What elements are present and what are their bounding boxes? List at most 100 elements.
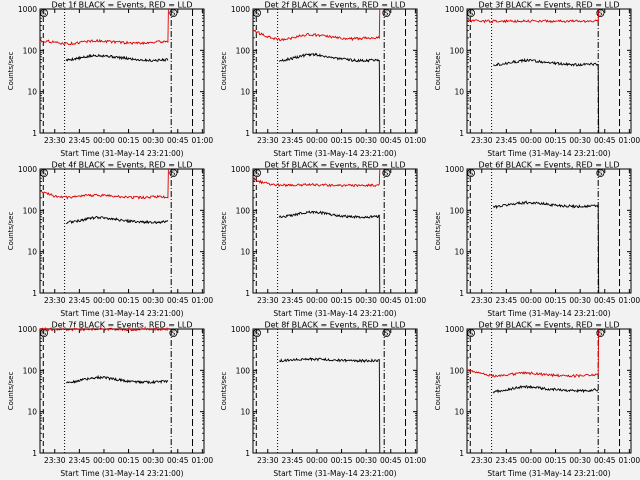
chart-title: Det 5f BLACK = Events, RED = LLD xyxy=(264,161,405,170)
saa-marker-label: S xyxy=(255,330,260,338)
y-tick-label: 100 xyxy=(450,366,465,375)
x-tick-label: 00:00 xyxy=(306,296,328,305)
y-axis-label: Counts/sec xyxy=(434,212,442,251)
saa-marker-label: S xyxy=(171,10,176,18)
x-tick-label: 00:45 xyxy=(594,296,616,305)
x-tick-label: 00:30 xyxy=(569,456,591,465)
plot-frame xyxy=(39,8,205,134)
plot-frame xyxy=(466,328,632,454)
lld-rate-line xyxy=(39,168,169,200)
saa-marker-label: S xyxy=(598,10,603,18)
saa-marker-label: S xyxy=(384,10,389,18)
y-tick-label: 1 xyxy=(32,129,37,138)
x-axis-label: Start Time (31-May-14 23:21:00) xyxy=(60,309,183,318)
y-tick-label: 1000 xyxy=(445,5,464,14)
saa-marker xyxy=(466,8,475,17)
x-tick-label: 00:30 xyxy=(142,456,164,465)
x-tick-label: 23:30 xyxy=(44,456,66,465)
x-tick-label: 00:15 xyxy=(331,136,353,145)
chart-title: Det 7f BLACK = Events, RED = LLD xyxy=(51,321,192,330)
y-axis-label: Counts/sec xyxy=(7,52,15,91)
saa-marker xyxy=(252,328,261,337)
plot-frame xyxy=(39,328,205,454)
saa-marker-label: S xyxy=(384,330,389,338)
event-rate-line xyxy=(493,57,600,134)
saa-marker xyxy=(169,328,178,337)
x-tick-label: 23:45 xyxy=(496,296,518,305)
x-tick-label: 00:00 xyxy=(306,136,328,145)
y-tick-label: 1 xyxy=(32,289,37,298)
x-tick-label: 00:30 xyxy=(355,456,377,465)
x-tick-label: 01:00 xyxy=(192,296,214,305)
x-tick-label: 00:00 xyxy=(93,456,115,465)
x-tick-label: 00:00 xyxy=(520,136,542,145)
x-tick-label: 00:15 xyxy=(545,296,567,305)
x-axis-label: Start Time (31-May-14 23:21:00) xyxy=(60,469,183,478)
y-tick-label: 10 xyxy=(454,408,464,417)
x-tick-label: 23:45 xyxy=(282,456,304,465)
lld-rate-line xyxy=(466,328,600,378)
chart-title: Det 3f BLACK = Events, RED = LLD xyxy=(478,1,619,10)
saa-marker-label: S xyxy=(255,10,260,18)
x-tick-label: 00:30 xyxy=(142,296,164,305)
x-tick-label: 23:30 xyxy=(471,456,493,465)
saa-marker xyxy=(169,8,178,17)
y-tick-label: 100 xyxy=(23,366,38,375)
y-tick-label: 10 xyxy=(240,248,250,257)
detector-panel-5: Det 5f BLACK = Events, RED = LLD Counts/s… xyxy=(220,161,426,319)
plot-frame xyxy=(252,168,418,294)
x-tick-label: 00:00 xyxy=(520,456,542,465)
x-tick-label: 00:45 xyxy=(167,136,189,145)
event-rate-line xyxy=(492,384,599,394)
x-tick-label: 00:15 xyxy=(118,456,140,465)
x-tick-label: 00:45 xyxy=(167,456,189,465)
event-rate-line xyxy=(66,374,169,385)
y-tick-label: 100 xyxy=(23,206,38,215)
x-tick-label: 23:30 xyxy=(44,136,66,145)
x-tick-label: 23:30 xyxy=(257,296,279,305)
saa-marker-label: S xyxy=(255,170,260,178)
x-tick-label: 00:45 xyxy=(380,136,402,145)
saa-marker-label: S xyxy=(171,330,176,338)
x-tick-label: 23:45 xyxy=(496,136,518,145)
saa-marker xyxy=(466,328,475,337)
saa-marker xyxy=(39,8,48,17)
x-tick-label: 00:45 xyxy=(594,456,616,465)
lld-rate-line xyxy=(39,8,169,46)
y-axis-label: Counts/sec xyxy=(7,372,15,411)
event-rate-line xyxy=(278,52,381,134)
y-tick-label: 1000 xyxy=(18,325,37,334)
plot-frame xyxy=(466,8,632,134)
y-tick-label: 1 xyxy=(459,449,464,458)
x-tick-label: 01:00 xyxy=(619,296,640,305)
plot-frame xyxy=(39,168,205,294)
saa-marker-label: S xyxy=(469,330,474,338)
x-tick-label: 23:30 xyxy=(44,296,66,305)
x-tick-label: 00:30 xyxy=(569,136,591,145)
saa-marker-label: S xyxy=(469,170,474,178)
x-tick-label: 00:00 xyxy=(306,456,328,465)
y-tick-label: 1000 xyxy=(18,5,37,14)
x-axis-label: Start Time (31-May-14 23:21:00) xyxy=(273,149,396,158)
x-tick-label: 01:00 xyxy=(405,136,427,145)
saa-marker xyxy=(596,168,605,177)
x-tick-label: 23:45 xyxy=(69,456,91,465)
event-rate-line xyxy=(65,215,169,225)
detector-panel-8: Det 8f BLACK = Events, RED = LLD Counts/s… xyxy=(220,321,426,479)
x-tick-label: 00:00 xyxy=(93,296,115,305)
chart-title: Det 4f BLACK = Events, RED = LLD xyxy=(51,161,192,170)
x-axis-label: Start Time (31-May-14 23:21:00) xyxy=(273,309,396,318)
saa-marker-label: S xyxy=(42,170,47,178)
lld-rate-line xyxy=(252,168,381,188)
saa-marker xyxy=(169,168,178,177)
x-axis-label: Start Time (31-May-14 23:21:00) xyxy=(487,149,610,158)
chart-title: Det 1f BLACK = Events, RED = LLD xyxy=(51,1,192,10)
lld-rate-line xyxy=(252,8,381,42)
event-rate-line xyxy=(65,53,169,63)
saa-marker-label: S xyxy=(469,10,474,18)
lld-rate-line xyxy=(466,8,600,24)
x-tick-label: 00:45 xyxy=(167,296,189,305)
y-tick-label: 1 xyxy=(32,449,37,458)
x-tick-label: 00:45 xyxy=(594,136,616,145)
